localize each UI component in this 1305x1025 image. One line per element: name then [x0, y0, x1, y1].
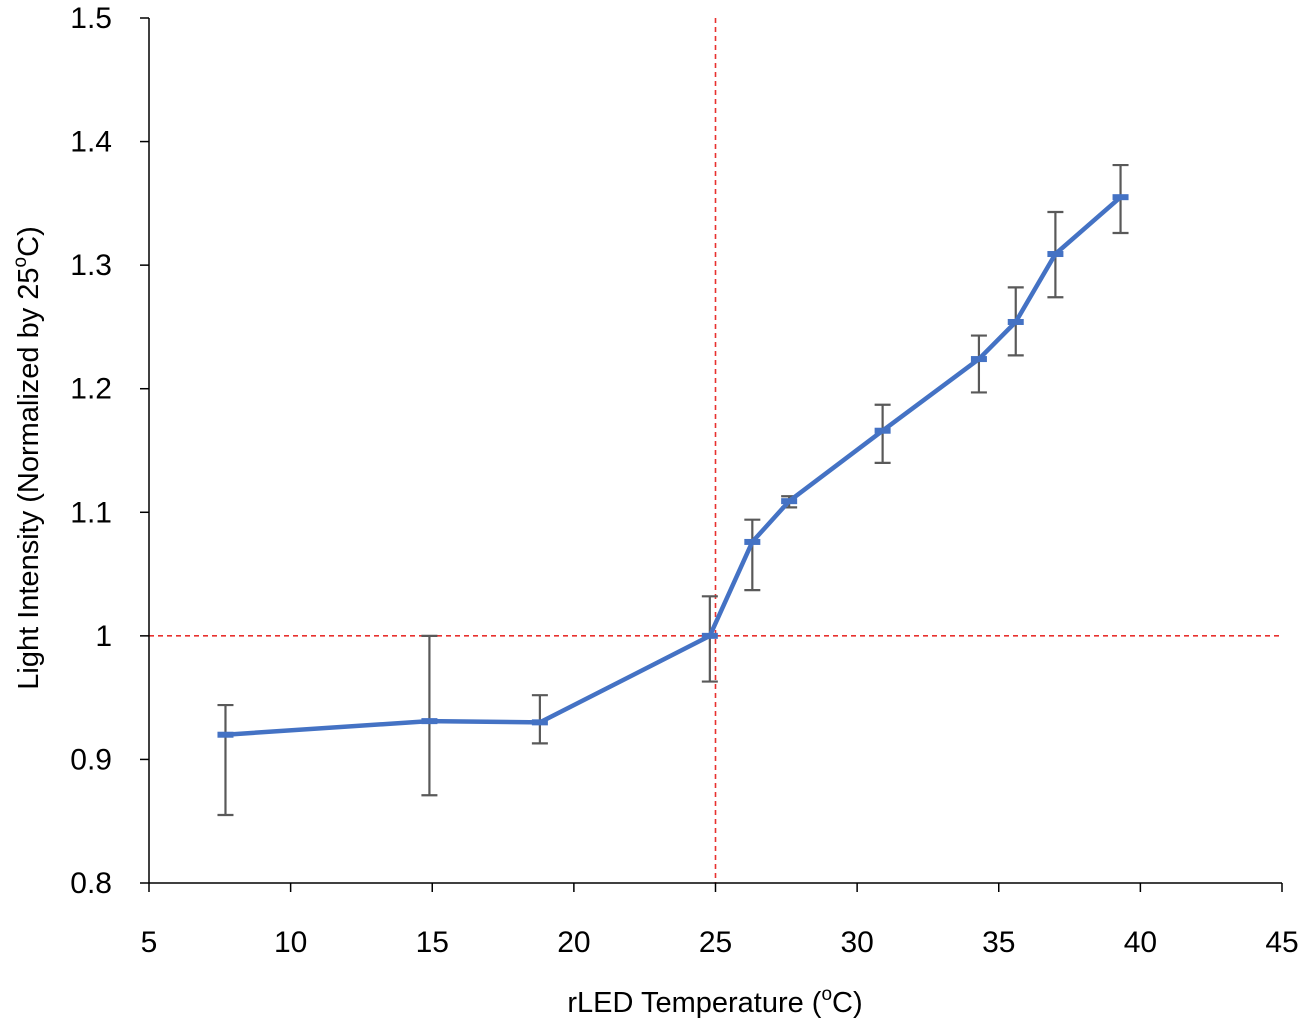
x-axis-title: rLED Temperature (oC) [567, 984, 862, 1019]
y-tick-label: 1.3 [70, 249, 112, 282]
data-point-marker [1112, 194, 1129, 201]
x-tick-label: 5 [141, 926, 158, 959]
x-tick-label: 30 [840, 926, 873, 959]
data-markers [217, 194, 1129, 738]
data-point-marker [1047, 251, 1064, 258]
y-ticks: 0.8 0.9 1 1.1 1.2 1.3 1.4 1.5 [70, 2, 149, 900]
x-tick-label: 35 [982, 926, 1015, 959]
error-bar [874, 403, 891, 464]
error-bar [421, 634, 438, 797]
error-bar [531, 694, 548, 745]
error-bar [970, 334, 987, 394]
x-tick-label: 45 [1265, 926, 1298, 959]
data-point-marker [1007, 318, 1024, 325]
data-point-marker [744, 538, 761, 545]
y-axis-title: Light Intensity (Normalized by 25oC) [10, 226, 45, 690]
series-line [223, 194, 1123, 737]
x-tick-label: 15 [416, 926, 449, 959]
data-point-marker [217, 731, 234, 738]
error-bar [744, 518, 761, 592]
error-bars [217, 163, 1129, 817]
data-point-marker [701, 632, 718, 639]
y-tick-label: 1 [95, 620, 112, 653]
x-tick-label: 20 [557, 926, 590, 959]
y-tick-label: 1.4 [70, 126, 112, 159]
y-tick-label: 0.8 [70, 867, 112, 900]
error-bar [217, 703, 234, 817]
series-line-group [223, 194, 1123, 737]
x-ticks: 5 10 15 20 25 30 35 40 45 [141, 883, 1299, 959]
data-point-marker [781, 498, 798, 505]
reference-lines [149, 18, 1282, 883]
y-tick-label: 1.2 [70, 373, 112, 406]
error-bar [701, 595, 718, 683]
data-point-marker [421, 718, 438, 725]
data-point-marker [874, 427, 891, 434]
x-tick-label: 10 [274, 926, 307, 959]
x-tick-label: 40 [1124, 926, 1157, 959]
x-tick-label: 25 [699, 926, 732, 959]
y-tick-label: 1.1 [70, 496, 112, 529]
y-tick-label: 1.5 [70, 2, 112, 35]
data-point-marker [531, 719, 548, 726]
data-point-marker [970, 356, 987, 363]
y-tick-label: 0.9 [70, 743, 112, 776]
